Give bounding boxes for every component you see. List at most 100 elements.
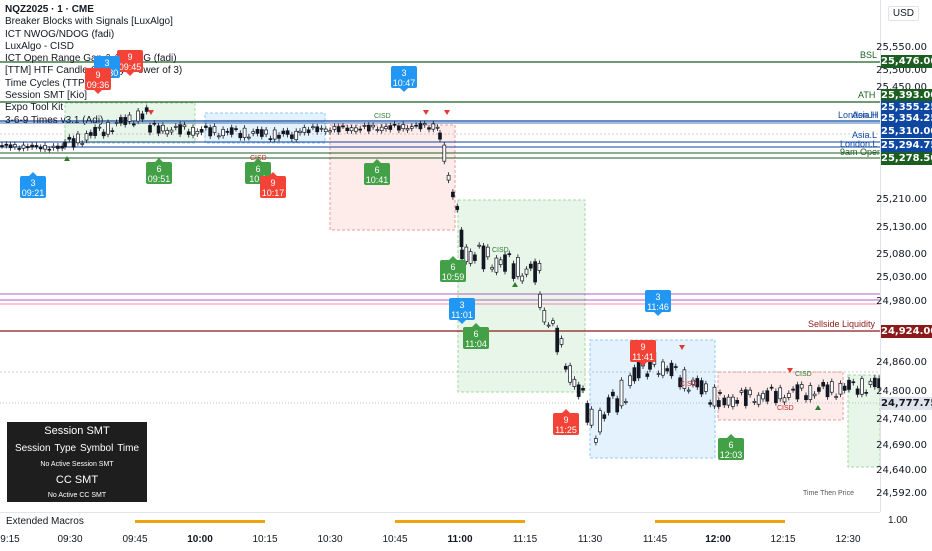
candle-body: [4, 143, 9, 146]
candle-body: [695, 378, 700, 388]
candle-body: [477, 244, 482, 247]
candle-body: [555, 327, 560, 353]
time-axis[interactable]: 9:15 09:30 09:45 10:00 10:15 10:30 10:45 11:00 1…: [0, 512, 880, 551]
time-cycle-callout: 6 09:51: [146, 158, 172, 184]
candle-body: [825, 384, 830, 398]
candle-body: [165, 129, 170, 135]
candle-body: [559, 338, 564, 345]
time-cycle-callout: 6 12:03: [718, 434, 744, 460]
candle-body: [379, 126, 384, 131]
candle-body: [804, 395, 808, 401]
london-low-label: London.L: [840, 139, 878, 149]
candle-body: [812, 393, 817, 397]
candle-body: [323, 128, 328, 133]
candle-body: [238, 132, 243, 139]
symbol-title[interactable]: NQZ2025 · 1 · CME: [5, 4, 94, 15]
indicator-item[interactable]: Expo Tool Kit: [5, 102, 64, 114]
candle-body: [735, 400, 740, 404]
price-chart[interactable]: BSL ATH London.H Asia.H Asia.L London.L …: [0, 0, 880, 512]
price-level-tag: 25,476.00: [881, 55, 932, 68]
candle-body: [204, 125, 208, 128]
candle-body: [691, 379, 695, 385]
candle-body: [290, 134, 294, 139]
candle-body: [208, 127, 213, 137]
time-tick-label: 11:00: [447, 534, 473, 545]
candle-body: [148, 125, 152, 133]
candle-body: [528, 263, 533, 269]
indicator-item[interactable]: LuxAlgo - CISD: [5, 40, 74, 52]
candle-body: [38, 147, 43, 150]
sell-arrow: [444, 110, 450, 115]
candle-body: [542, 310, 547, 323]
indicator-item[interactable]: Time Cycles (TTP): [5, 77, 88, 89]
candle-body: [726, 396, 731, 406]
candle-body: [669, 362, 674, 377]
candle-body: [242, 127, 247, 138]
candle-body: [473, 254, 477, 261]
indicator-item[interactable]: 3-6-9 Times v3.1 (Adi): [5, 114, 104, 126]
candle-body: [765, 390, 770, 402]
time-cycle-callout: 9 11:41: [630, 340, 656, 366]
time-tick-label: 09:30: [57, 534, 83, 545]
candle-body: [76, 133, 80, 144]
open-label: 9am Open: [840, 147, 880, 157]
time-cycle-callout: 6 10:59: [440, 256, 466, 282]
price-tick-label: 25,210.00: [876, 194, 927, 205]
candle-body: [661, 361, 665, 376]
currency-button[interactable]: USD: [887, 6, 919, 21]
candle-body: [485, 246, 490, 258]
candle-body: [791, 388, 795, 391]
candle-body: [455, 206, 460, 210]
candlestick-series: [0, 104, 880, 446]
candle-body: [418, 123, 423, 130]
candle-body: [568, 365, 572, 383]
candle-body: [752, 401, 757, 403]
candle-body: [576, 384, 581, 397]
candle-body: [774, 391, 778, 404]
candle-body: [306, 129, 311, 134]
candle-body: [199, 128, 204, 133]
candle-body: [71, 138, 76, 148]
candle-body: [808, 385, 813, 400]
candle-body: [645, 373, 650, 377]
candle-body: [401, 124, 406, 130]
candle-body: [821, 382, 826, 387]
candle-body: [195, 131, 200, 135]
indicator-item[interactable]: ICT NWOG/NDOG (fadi): [5, 28, 115, 40]
candle-body: [366, 124, 371, 132]
sell-arrow: [787, 368, 793, 373]
candle-body: [25, 146, 30, 149]
price-axis[interactable]: USD 25,550.00 25,500.00 25,450.00 25,210.00…: [876, 0, 932, 512]
time-tick-label: 09:45: [122, 534, 148, 545]
candle-body: [298, 130, 302, 133]
time-cycle-callout: 3 11:01: [449, 298, 475, 324]
candle-body: [0, 145, 4, 147]
candle-body: [778, 387, 783, 400]
price-tick-label: 24,690.00: [876, 440, 927, 451]
indicator-item[interactable]: Breaker Blocks with Signals [LuxAlgo]: [5, 16, 173, 28]
asia-high-label: Asia.H: [852, 110, 879, 120]
candle-body: [537, 263, 542, 271]
time-tick-label: 10:30: [317, 534, 343, 545]
candle-body: [606, 397, 611, 413]
candle-body: [43, 145, 47, 150]
candle-body: [272, 129, 277, 140]
candle-body: [665, 368, 670, 372]
candle-body: [229, 127, 234, 135]
time-cycle-callout: 6 11:04: [463, 323, 489, 349]
indicator-item[interactable]: Session SMT [Kio]: [5, 90, 88, 102]
candle-body: [864, 392, 869, 394]
candle-body: [362, 125, 367, 127]
price-level-tag: 25,278.50: [881, 152, 932, 165]
candle-body: [247, 136, 251, 139]
candle-body: [451, 191, 455, 198]
candle-body: [178, 124, 182, 135]
indicator-item[interactable]: ICT Open Range Gap & 1st FVG (fadi): [5, 53, 177, 65]
candle-body: [699, 380, 704, 395]
candle-body: [409, 126, 414, 129]
candle-body: [860, 378, 864, 395]
buy-arrow: [64, 156, 70, 161]
candle-body: [123, 117, 128, 125]
extended-macros-pane[interactable]: Extended Macros: [0, 514, 880, 530]
candle-body: [152, 122, 157, 125]
